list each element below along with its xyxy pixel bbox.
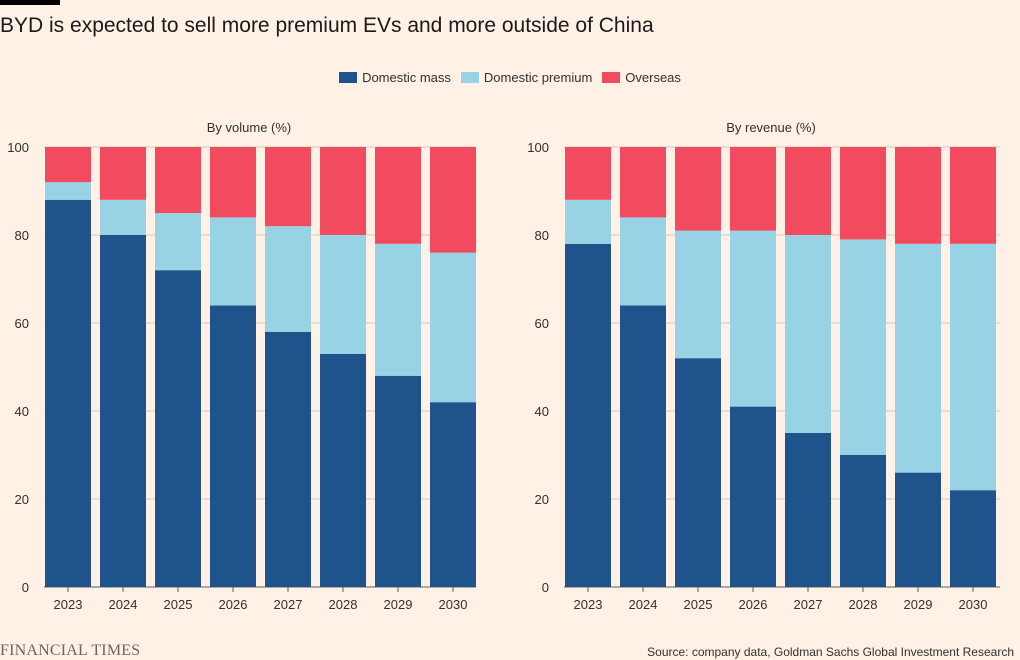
legend-label: Domestic premium bbox=[483, 70, 593, 85]
bar-domestic-mass bbox=[45, 199, 91, 588]
bar-domestic-mass bbox=[320, 353, 366, 587]
bar-overseas bbox=[620, 147, 666, 218]
bar-domestic-mass bbox=[785, 433, 831, 587]
bar-domestic-premium bbox=[375, 243, 421, 376]
x-tick-label: 2026 bbox=[219, 597, 248, 612]
x-tick-label: 2029 bbox=[904, 597, 933, 612]
bar-overseas bbox=[565, 147, 611, 200]
panel-title: By volume (%) bbox=[207, 120, 292, 135]
bar-domestic-premium bbox=[950, 243, 996, 491]
bar-domestic-premium bbox=[675, 230, 721, 359]
legend-item-domestic-mass: Domestic mass bbox=[339, 70, 451, 85]
y-tick-label: 40 bbox=[15, 404, 29, 419]
bar-domestic-premium bbox=[265, 226, 311, 332]
bar-domestic-mass bbox=[100, 235, 146, 587]
y-tick-label: 80 bbox=[15, 228, 29, 243]
y-tick-label: 20 bbox=[15, 492, 29, 507]
y-tick-label: 100 bbox=[527, 140, 549, 155]
bar-overseas bbox=[265, 147, 311, 227]
bar-domestic-mass bbox=[430, 402, 476, 587]
brand-bar bbox=[0, 0, 60, 5]
legend-label: Overseas bbox=[625, 70, 681, 85]
legend-item-domestic-premium: Domestic premium bbox=[460, 70, 593, 85]
y-tick-label: 20 bbox=[535, 492, 549, 507]
source-note: Source: company data, Goldman Sachs Glob… bbox=[647, 645, 1014, 659]
x-tick-label: 2030 bbox=[439, 597, 468, 612]
bar-overseas bbox=[45, 147, 91, 183]
x-tick-label: 2030 bbox=[959, 597, 988, 612]
bar-overseas bbox=[895, 147, 941, 244]
y-tick-label: 0 bbox=[22, 580, 29, 595]
y-tick-label: 100 bbox=[7, 140, 29, 155]
bar-domestic-mass bbox=[265, 331, 311, 587]
x-tick-label: 2023 bbox=[574, 597, 603, 612]
bar-domestic-premium bbox=[620, 217, 666, 306]
bar-domestic-mass bbox=[950, 490, 996, 587]
bar-domestic-premium bbox=[785, 235, 831, 433]
x-tick-label: 2029 bbox=[384, 597, 413, 612]
chart-title: BYD is expected to sell more premium EVs… bbox=[0, 14, 654, 37]
bar-domestic-mass bbox=[895, 472, 941, 587]
legend-swatch bbox=[460, 72, 479, 83]
bar-domestic-mass bbox=[840, 455, 886, 587]
bar-domestic-premium bbox=[840, 239, 886, 455]
y-tick-label: 80 bbox=[535, 228, 549, 243]
bar-domestic-mass bbox=[565, 243, 611, 588]
x-tick-label: 2026 bbox=[739, 597, 768, 612]
bar-overseas bbox=[100, 147, 146, 200]
bar-overseas bbox=[675, 147, 721, 231]
bar-domestic-premium bbox=[895, 243, 941, 473]
x-tick-label: 2028 bbox=[849, 597, 878, 612]
bar-overseas bbox=[320, 147, 366, 235]
ft-logo: FINANCIAL TIMES bbox=[0, 642, 141, 659]
bar-domestic-premium bbox=[155, 213, 201, 271]
legend-label: Domestic mass bbox=[362, 70, 451, 85]
y-tick-label: 60 bbox=[15, 316, 29, 331]
bar-domestic-premium bbox=[100, 199, 146, 235]
bar-domestic-premium bbox=[730, 230, 776, 407]
x-tick-label: 2028 bbox=[329, 597, 358, 612]
bar-domestic-mass bbox=[155, 270, 201, 587]
x-tick-label: 2027 bbox=[274, 597, 303, 612]
bar-domestic-mass bbox=[620, 305, 666, 587]
bar-overseas bbox=[430, 147, 476, 253]
legend-swatch bbox=[339, 72, 358, 83]
bar-overseas bbox=[155, 147, 201, 213]
bar-overseas bbox=[375, 147, 421, 244]
y-tick-label: 0 bbox=[542, 580, 549, 595]
legend-swatch bbox=[602, 72, 621, 83]
x-tick-label: 2024 bbox=[109, 597, 138, 612]
bar-overseas bbox=[785, 147, 831, 235]
bar-domestic-mass bbox=[375, 375, 421, 587]
x-tick-label: 2025 bbox=[164, 597, 193, 612]
panel-title: By revenue (%) bbox=[726, 120, 816, 135]
x-tick-label: 2027 bbox=[794, 597, 823, 612]
bar-domestic-mass bbox=[210, 305, 256, 587]
x-tick-label: 2023 bbox=[54, 597, 83, 612]
bar-domestic-mass bbox=[730, 406, 776, 587]
bar-domestic-premium bbox=[565, 199, 611, 244]
bar-domestic-premium bbox=[210, 217, 256, 306]
bar-overseas bbox=[210, 147, 256, 218]
bar-overseas bbox=[730, 147, 776, 231]
legend-item-overseas: Overseas bbox=[602, 70, 681, 85]
y-tick-label: 40 bbox=[535, 404, 549, 419]
x-tick-label: 2025 bbox=[684, 597, 713, 612]
bar-domestic-premium bbox=[430, 252, 476, 403]
bar-overseas bbox=[950, 147, 996, 244]
bar-overseas bbox=[840, 147, 886, 240]
y-tick-label: 60 bbox=[535, 316, 549, 331]
x-tick-label: 2024 bbox=[629, 597, 658, 612]
bar-domestic-mass bbox=[675, 358, 721, 587]
bar-domestic-premium bbox=[320, 235, 366, 354]
legend: Domestic mass Domestic premium Overseas bbox=[0, 70, 1020, 85]
bar-domestic-premium bbox=[45, 182, 91, 200]
